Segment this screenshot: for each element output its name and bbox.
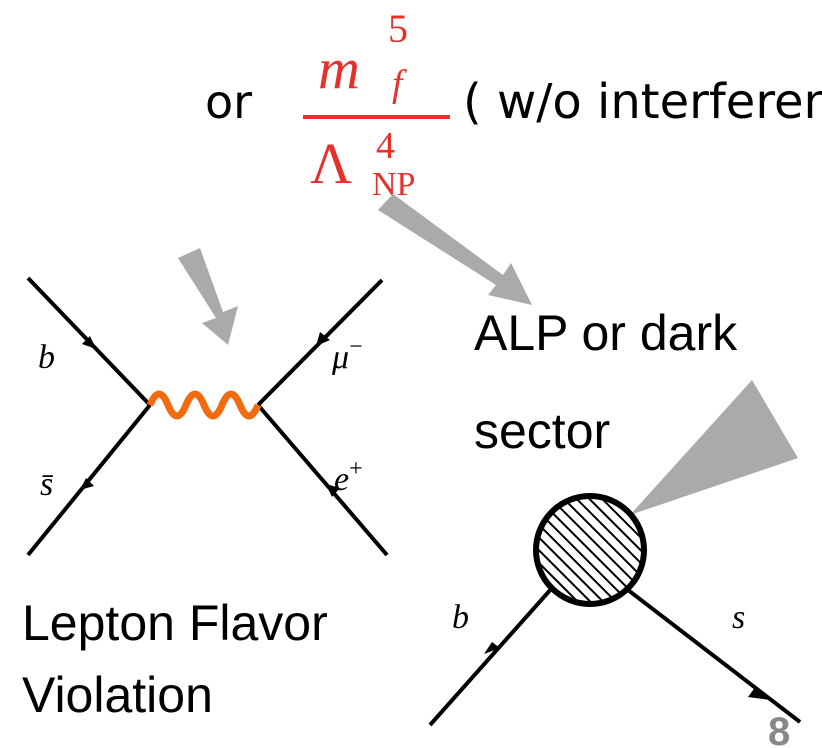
lfv-arrowheads xyxy=(80,332,340,497)
particle-label: b xyxy=(38,339,55,376)
numerator-sup: 5 xyxy=(388,6,408,51)
particle-label: b xyxy=(452,599,469,636)
arrows xyxy=(178,194,532,345)
connector: or xyxy=(205,75,252,129)
photon xyxy=(146,390,262,420)
caption: Violation xyxy=(22,667,213,723)
dark-cone xyxy=(630,380,798,515)
caption: Lepton Flavor xyxy=(22,595,328,651)
denominator-sup: 4 xyxy=(376,125,395,167)
numerator-sub: f xyxy=(392,63,407,105)
denominator-base: Λ xyxy=(310,131,352,196)
numerator-base: m xyxy=(318,36,360,101)
particle-label: s̄ xyxy=(40,466,54,503)
arrow-left xyxy=(178,248,238,345)
arrow-right xyxy=(378,194,532,305)
note: ( w/o interference) xyxy=(463,74,822,130)
particle-label: μ− xyxy=(331,334,363,376)
caption: sector xyxy=(474,403,610,459)
blob xyxy=(533,493,647,607)
particle-label: s xyxy=(732,599,745,636)
alp-arrowheads xyxy=(484,642,770,700)
alp-lines xyxy=(428,586,802,727)
caption: ALP or dark xyxy=(474,305,738,361)
page-number: 8 xyxy=(768,710,790,748)
particle-label: e+ xyxy=(334,456,363,498)
fraction: m 5 f Λ 4 NP xyxy=(303,6,450,203)
fraction-bar xyxy=(303,115,450,119)
